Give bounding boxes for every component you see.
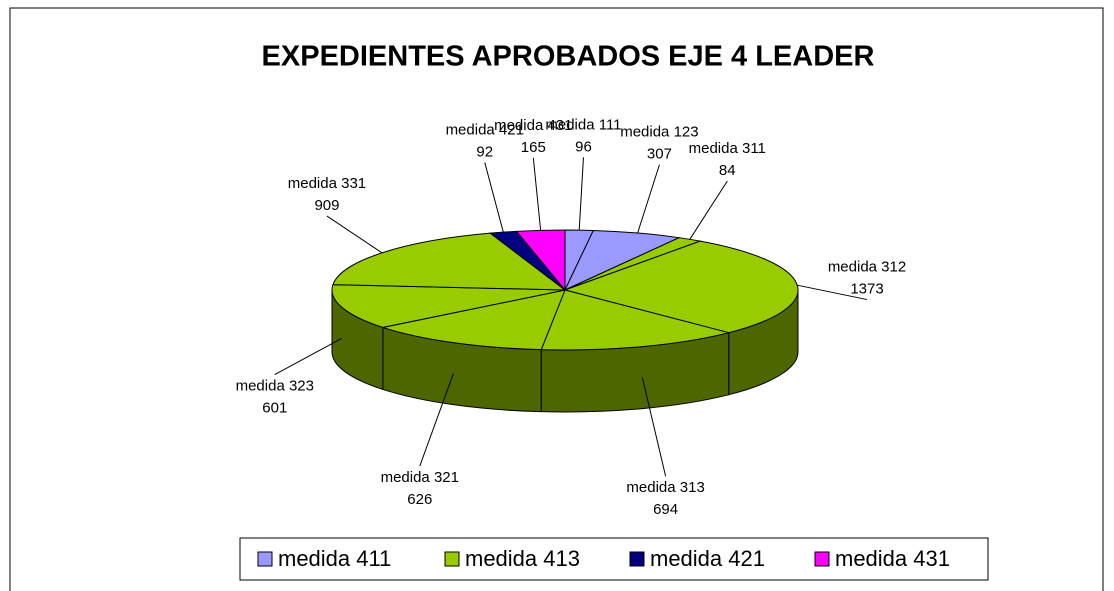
legend-label: medida 431 xyxy=(835,546,950,571)
leader-line xyxy=(578,157,584,231)
chart-title: EXPEDIENTES APROBADOS EJE 4 LEADER xyxy=(262,41,875,73)
data-label-value: 96 xyxy=(575,138,592,155)
legend-swatch xyxy=(444,551,460,567)
slice-top xyxy=(331,284,566,328)
data-label-name: medida 311 xyxy=(689,140,766,157)
data-label-value: 694 xyxy=(653,501,678,518)
data-label-value: 909 xyxy=(314,197,339,214)
legend-swatch xyxy=(257,551,273,567)
data-label-name: medida 313 xyxy=(626,479,704,496)
slice-top xyxy=(380,289,566,351)
data-label-value: 92 xyxy=(476,144,493,161)
data-label-name: medida 123 xyxy=(620,124,698,141)
data-label-name: medida 331 xyxy=(288,175,366,192)
data-label-name: medida 321 xyxy=(381,469,459,486)
legend-swatch xyxy=(629,551,645,567)
data-label-name: medida 421 xyxy=(446,122,524,139)
leader-line xyxy=(532,157,542,231)
leader-line xyxy=(484,162,504,233)
data-label-name: medida 312 xyxy=(828,259,906,276)
legend-swatch xyxy=(814,551,830,567)
slice-top xyxy=(540,289,729,351)
leader-line xyxy=(419,373,454,467)
legend-label: medida 411 xyxy=(278,546,391,571)
data-label-name: medida 111 xyxy=(545,116,621,133)
legend-label: medida 413 xyxy=(465,546,580,571)
data-label-name: medida 431 xyxy=(494,117,572,134)
leader-line xyxy=(641,377,667,477)
data-label-value: 601 xyxy=(262,400,287,417)
leader-line xyxy=(689,180,728,240)
data-label-value: 1373 xyxy=(850,281,883,298)
leader-line xyxy=(326,215,383,254)
data-label-value: 626 xyxy=(407,491,432,508)
data-label-value: 307 xyxy=(647,146,672,163)
legend-box xyxy=(239,537,989,581)
data-label-value: 84 xyxy=(719,162,736,179)
data-label-name: medida 323 xyxy=(236,378,314,395)
leader-line xyxy=(797,284,868,301)
leader-line xyxy=(637,164,660,234)
slice-top xyxy=(515,229,566,292)
data-label-value: 165 xyxy=(521,139,546,156)
legend-label: medida 421 xyxy=(650,546,765,571)
leader-line xyxy=(274,337,343,376)
